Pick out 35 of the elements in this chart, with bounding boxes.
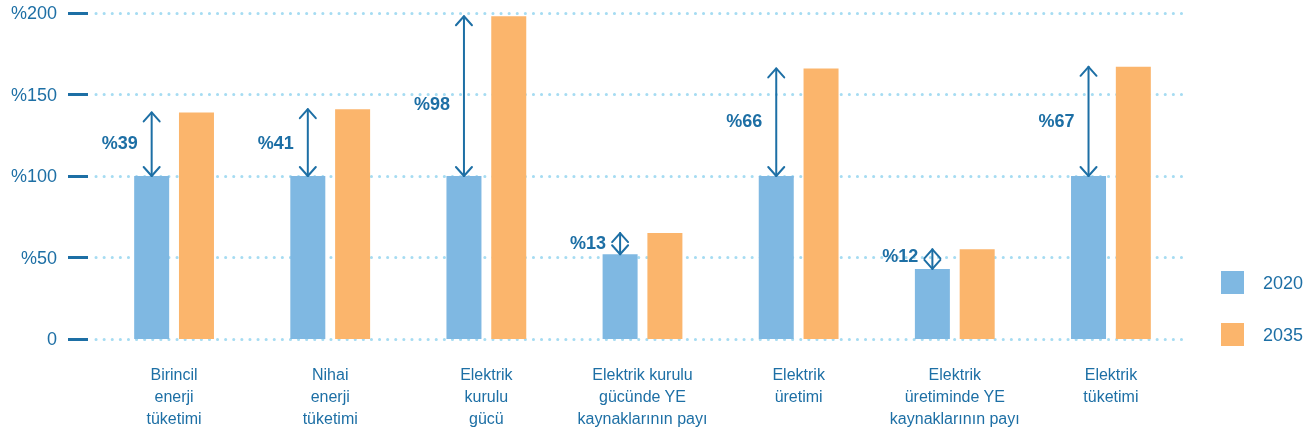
annotation: %67 xyxy=(1038,110,1075,131)
bar xyxy=(1071,176,1107,339)
bar xyxy=(803,68,839,339)
y-tick-label: 0 xyxy=(46,329,57,349)
y-tick-label: %50 xyxy=(20,247,57,268)
bar xyxy=(758,176,794,339)
annotation: %13 xyxy=(570,232,607,253)
bar xyxy=(914,268,950,339)
x-tick-label: Birincil enerji tüketimi xyxy=(146,365,202,427)
annotation: %98 xyxy=(413,94,450,115)
bar xyxy=(335,109,371,339)
y-tick-label: %200 xyxy=(10,3,57,23)
annotation: %39 xyxy=(101,133,138,154)
x-tick-label: Elektrik tüketimi xyxy=(1083,365,1139,405)
x-tick-label: Elektrik kurulu gücü xyxy=(460,365,514,427)
annotation: %41 xyxy=(257,133,294,154)
bar xyxy=(290,176,326,339)
bar xyxy=(446,176,482,339)
y-tick-label: %150 xyxy=(10,84,57,105)
bar xyxy=(959,249,995,339)
y-tick-label: %100 xyxy=(10,166,57,186)
annotation: %66 xyxy=(726,110,763,131)
bar xyxy=(491,16,527,339)
bar xyxy=(602,254,638,339)
x-tick-label: Elektrik kurulu gücünde YE kaynaklarının payı xyxy=(577,365,708,427)
x-tick-label: Elektrik üretimi xyxy=(772,365,826,405)
x-tick-label: Nihai enerji tüketimi xyxy=(302,365,358,427)
annotation: %12 xyxy=(882,245,919,266)
bar xyxy=(647,233,683,339)
legend-label: 2035 xyxy=(1263,324,1304,345)
bar xyxy=(1115,66,1151,339)
bar xyxy=(134,176,170,339)
x-tick-label: Elektrik üretiminde YE kaynaklarının payı xyxy=(889,365,1020,427)
legend-label: 2020 xyxy=(1263,272,1304,293)
bar xyxy=(178,112,214,339)
